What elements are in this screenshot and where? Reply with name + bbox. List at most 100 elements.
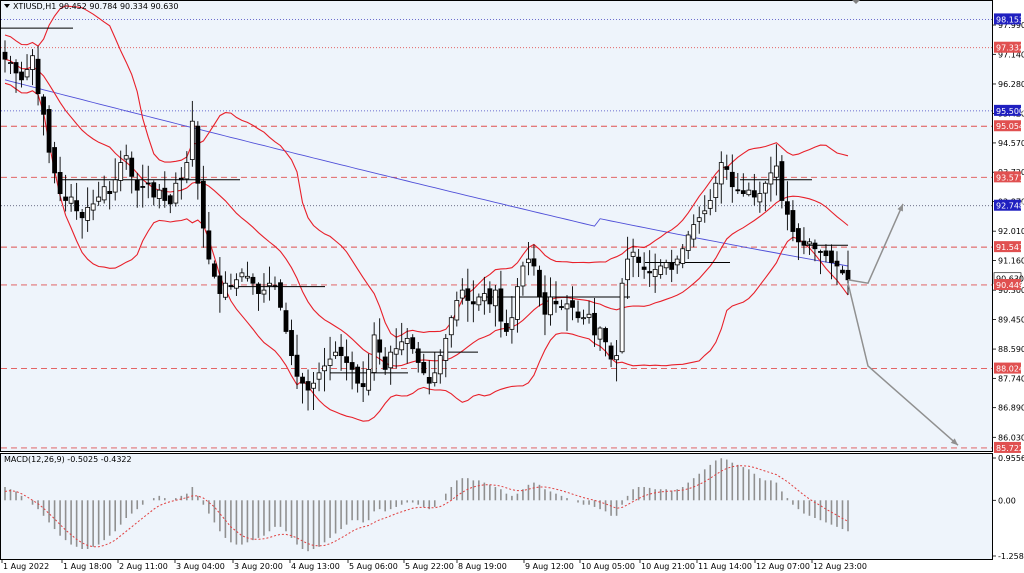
candle-bearish [553,300,559,305]
candle-bearish [487,288,493,305]
candle-bullish [630,251,636,257]
time-tick-label: 5 Aug 06:00 [349,562,398,571]
candle-bullish [448,317,454,336]
candle-bullish [509,317,515,330]
price-label-text: 92.748 [996,202,1024,211]
candle-bearish [145,182,151,185]
candlestick-series [2,40,851,411]
candle-bearish [784,201,790,215]
scroll-marker-icon[interactable] [852,0,860,4]
candle-bullish [404,337,410,344]
price-tick-label: 97.990 [998,21,1024,30]
candle-bullish [432,372,438,384]
candle-bearish [63,196,69,201]
candle-bullish [366,369,372,391]
main-pane-border [0,0,993,452]
price-label-badge [994,362,1021,374]
time-tick-label: 12 Aug 23:00 [813,562,867,571]
candle-bearish [344,356,350,363]
candle-bearish [603,328,608,343]
candle-bullish [762,182,768,194]
price-tick-label: 91.160 [998,256,1024,265]
time-tick-label: 3 Aug 20:00 [234,562,283,571]
candle-bullish [707,200,713,209]
price-label-text: 88.024 [996,365,1024,374]
candle-bullish [713,182,719,198]
candle-bullish [746,189,752,196]
candle-bearish [426,376,432,384]
candle-bearish [250,276,256,284]
time-tick-label: 12 Aug 07:00 [756,562,810,571]
candle-bullish [267,282,272,287]
candle-bullish [454,300,460,321]
bollinger-lower-line [4,82,849,422]
candle-bearish [823,250,829,257]
candle-bullish [388,351,394,369]
main-pane-background [1,0,992,451]
candle-bullish [586,313,592,318]
price-label-text: 95.054 [996,122,1024,131]
candle-bearish [592,312,597,336]
candle-bullish [234,279,239,289]
dropdown-triangle-icon[interactable] [4,4,10,8]
candle-bullish [189,120,195,160]
candle-bullish [619,282,625,353]
candle-bearish [834,260,840,267]
candle-bullish [222,282,228,298]
candle-bearish [724,166,730,170]
candle-bullish [184,162,190,180]
candle-bearish [256,283,261,294]
price-tick-label: 86.030 [998,433,1024,442]
candle-bullish [101,186,107,201]
candle-bullish [371,334,377,373]
candle-bearish [349,362,355,370]
candle-bearish [35,58,41,95]
candle-bullish [239,272,245,278]
candle-bullish [658,265,664,275]
candle-bullish [123,155,129,160]
candle-bullish [526,258,531,264]
candle-bearish [2,51,8,60]
candle-bearish [338,346,344,357]
price-tick-label: 97.140 [998,50,1024,59]
candle-bullish [614,355,619,361]
candle-bullish [520,265,526,287]
price-label-badge [994,278,1021,290]
candle-bearish [360,383,366,388]
candle-bullish [702,210,708,215]
candle-bullish [696,217,702,222]
candle-bearish [801,240,807,246]
candle-bearish [421,362,427,374]
candle-bullish [768,172,774,185]
candle-bearish [410,337,416,350]
time-tick-label: 2 Aug 11:00 [119,562,168,571]
candle-bullish [245,275,250,279]
time-tick-label: 1 Aug 18:00 [63,562,112,571]
candle-bearish [129,157,135,177]
price-label-badge [994,13,1021,25]
price-label-text: 98.153 [996,15,1024,24]
chart-header: XTIUSD,H1 90.452 90.784 90.334 90.630 [4,2,178,11]
candle-bullish [322,365,327,372]
forecast-arrowhead-icon [897,203,903,212]
candle-bearish [647,271,653,274]
candle-bearish [294,354,300,377]
candle-bearish [217,275,223,294]
price-tick-label: 86.890 [998,404,1024,413]
macd-tick-label: 0.00 [998,496,1016,505]
candle-bullish [548,296,553,316]
price-label-text: 97.332 [996,44,1024,53]
candle-bearish [729,171,735,188]
price-labels: 98.153 97.332 95.500 95.054 93.571 92.748 91.5… [993,13,1024,453]
price-tick-label: 96.280 [998,80,1024,89]
candle-bearish [537,269,542,298]
time-tick-label: 11 Aug 14:00 [698,562,752,571]
candle-bearish [779,161,785,201]
candle-bearish [669,262,675,270]
candle-bullish [112,179,118,193]
forecast-path [847,203,904,285]
candle-bearish [211,263,217,277]
candle-bearish [178,177,184,181]
candle-bearish [812,242,818,250]
